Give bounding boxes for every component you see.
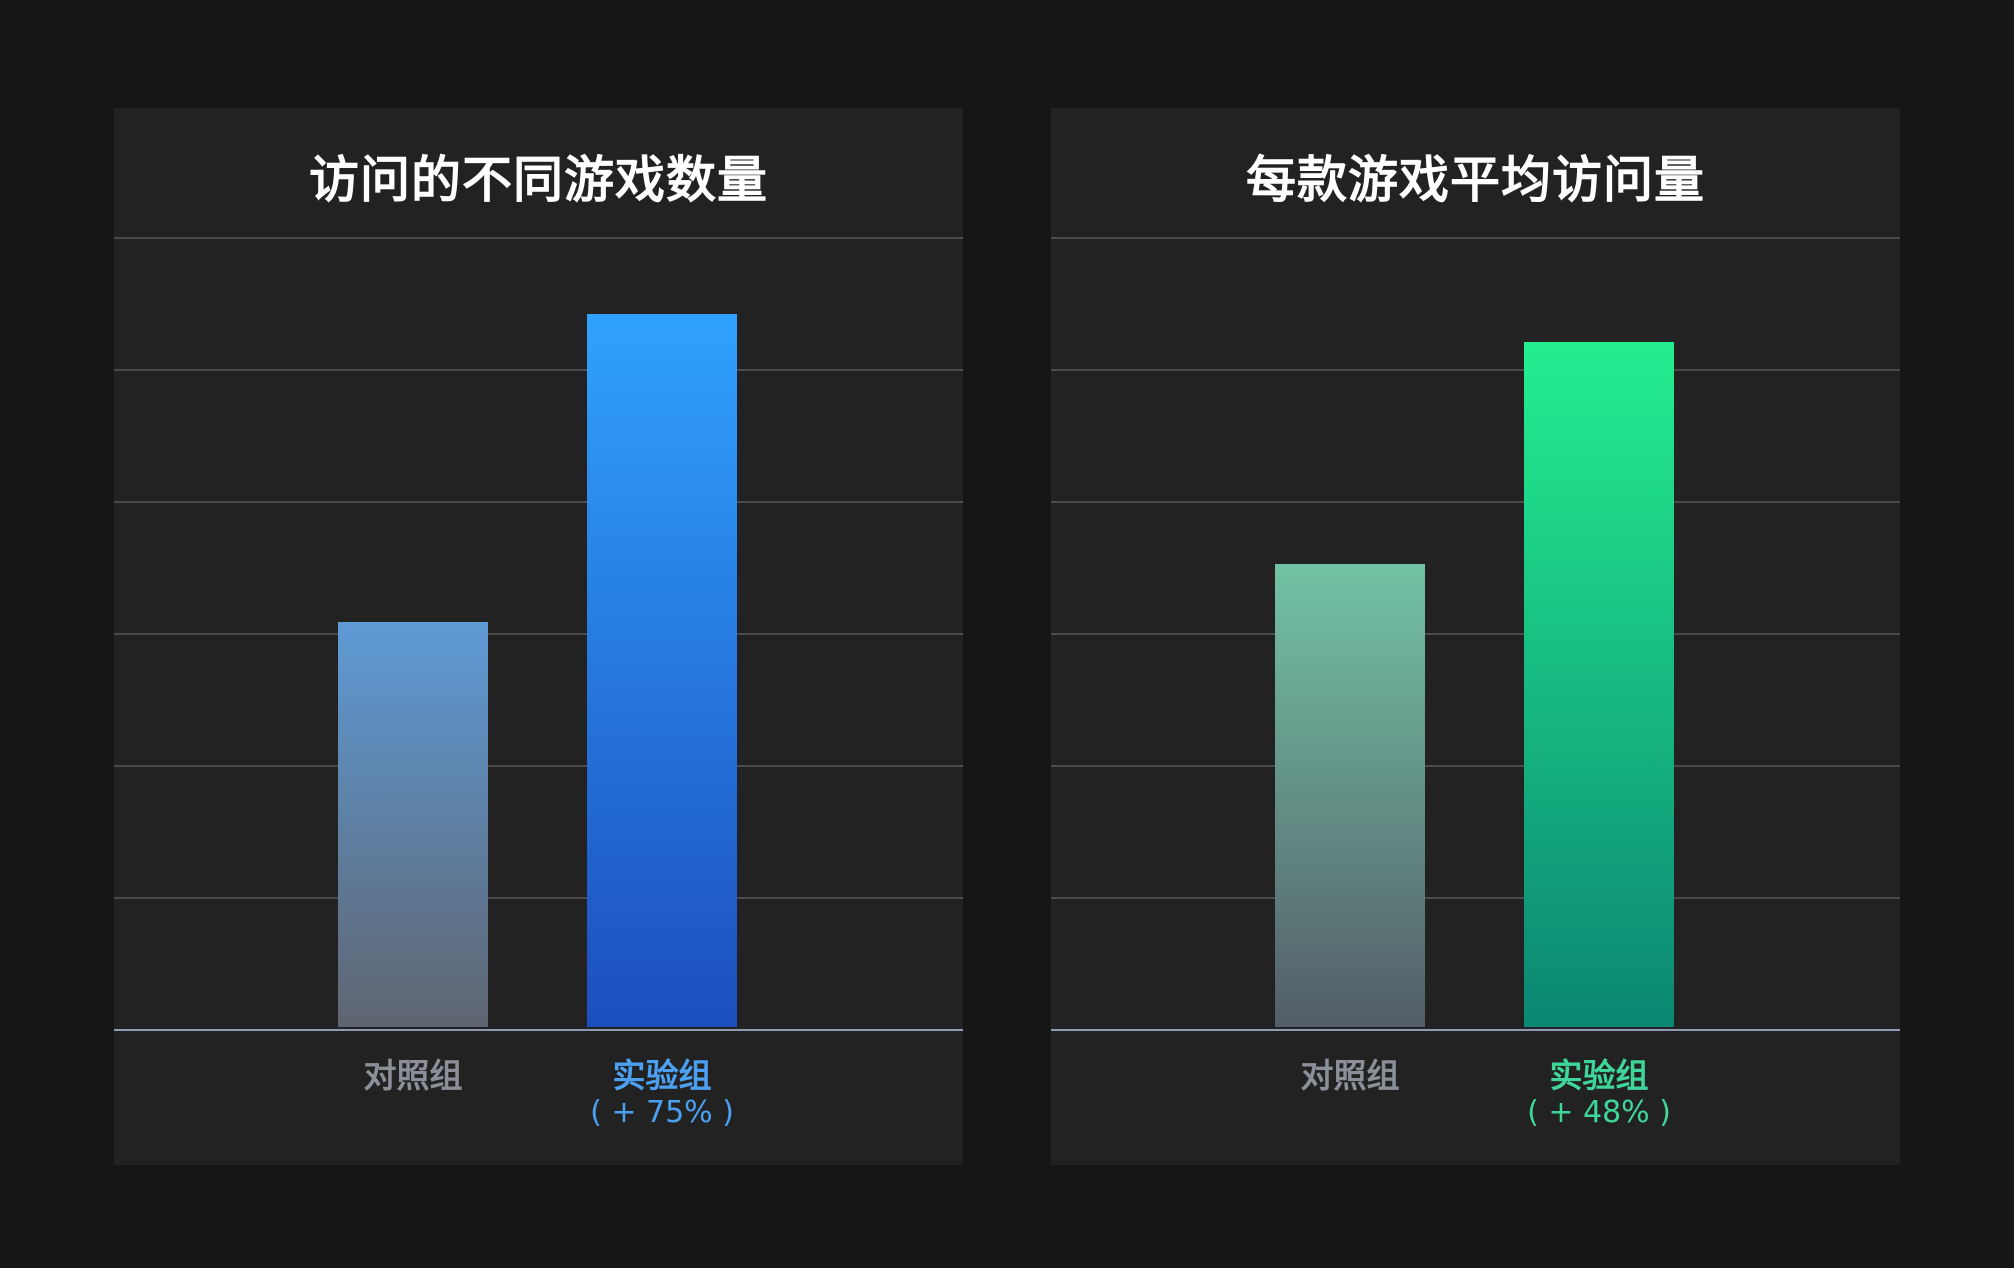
x-tick-label: 对照组	[363, 1056, 463, 1095]
gridline	[1051, 897, 1900, 899]
gridline	[1051, 765, 1900, 767]
bar-treatment	[587, 314, 737, 1027]
chart-title: 每款游戏平均访问量	[1246, 151, 1705, 209]
gridline	[114, 237, 963, 239]
plot-area: 对照组 实验组( + 48% )	[1051, 237, 1900, 1130]
bar-control	[338, 621, 488, 1027]
gridline	[114, 765, 963, 767]
chart-panel-avg-visits: 每款游戏平均访问量 对照组 实验组( + 48% )	[1051, 108, 1900, 1165]
gridline	[114, 897, 963, 899]
bar-control	[1275, 563, 1425, 1027]
chart-panel-distinct-games: 访问的不同游戏数量 对照组 实验组( + 75% )	[114, 108, 963, 1165]
plot-area: 对照组 实验组( + 75% )	[114, 237, 963, 1130]
x-tick-label: 实验组	[612, 1056, 712, 1095]
gridline	[114, 501, 963, 503]
x-axis-baseline	[114, 1029, 963, 1031]
gridline	[1051, 369, 1900, 371]
x-tick-label: 对照组	[1300, 1056, 1400, 1095]
gridline	[114, 369, 963, 371]
gridline	[114, 633, 963, 635]
delta-annotation: ( + 75% )	[590, 1095, 734, 1130]
x-axis-baseline	[1051, 1029, 1900, 1031]
gridline	[1051, 501, 1900, 503]
bar-treatment	[1524, 341, 1674, 1027]
x-tick-label: 实验组	[1549, 1056, 1649, 1095]
chart-title: 访问的不同游戏数量	[309, 151, 768, 209]
delta-annotation: ( + 48% )	[1527, 1095, 1671, 1130]
gridline	[1051, 237, 1900, 239]
gridline	[1051, 633, 1900, 635]
